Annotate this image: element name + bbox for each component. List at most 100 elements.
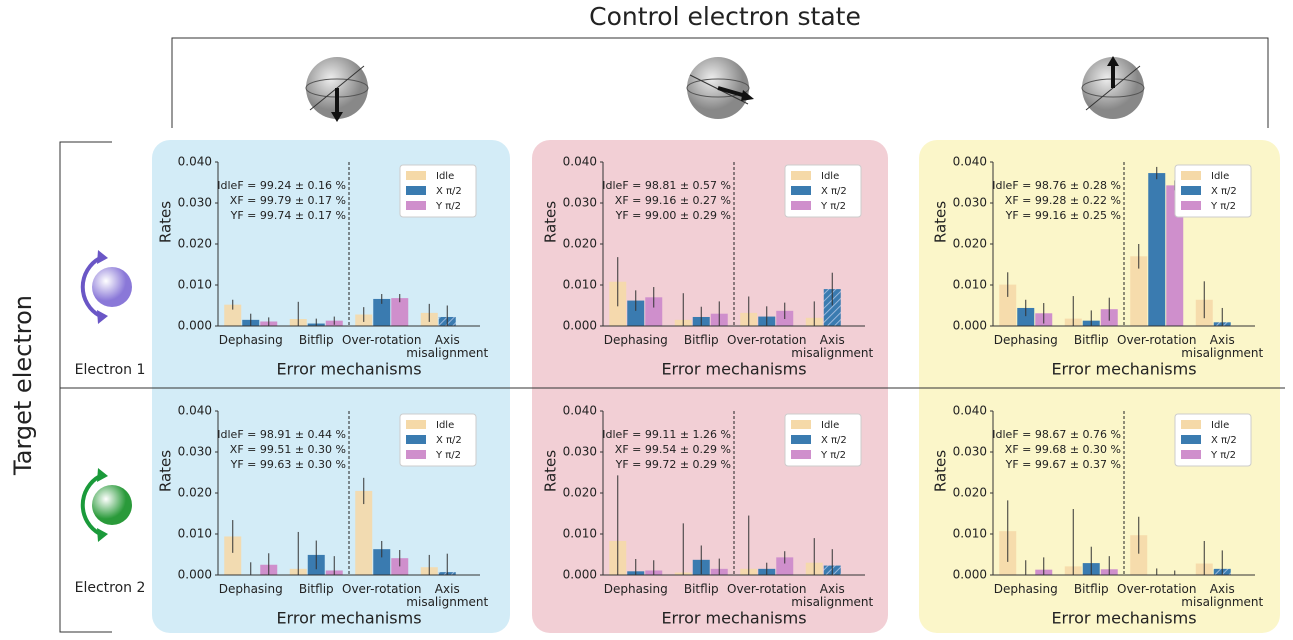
legend-label: X π/2: [821, 435, 847, 446]
bar: [391, 558, 409, 575]
annotation: YF = 99.74 ± 0.17 %: [230, 209, 346, 222]
x-tick-label: Bitflip: [1073, 333, 1109, 347]
annotation: IdleF = 98.81 ± 0.57 %: [602, 179, 731, 192]
x-tick-label: Over-rotation: [342, 333, 422, 347]
legend-swatch: [791, 186, 811, 195]
y-tick-label: 0.040: [178, 404, 212, 418]
annotation: XF = 99.51 ± 0.30 %: [230, 443, 346, 456]
bar: [373, 549, 391, 575]
x-tick-label: Axis misalignment: [406, 333, 489, 360]
x-tick-label: Over-rotation: [1117, 582, 1197, 596]
legend-swatch: [406, 450, 426, 459]
legend-label: Y π/2: [820, 450, 846, 461]
bar: [391, 298, 409, 326]
legend-swatch: [791, 201, 811, 210]
y-tick-label: 0.010: [953, 278, 987, 292]
legend-label: Y π/2: [435, 450, 461, 461]
y-tick-label: 0.010: [563, 278, 597, 292]
x-axis-label: Error mechanisms: [661, 360, 806, 379]
x-tick-label: Axis misalignment: [791, 333, 874, 360]
legend-swatch: [791, 420, 811, 429]
x-tick-label: Axis misalignment: [406, 582, 489, 609]
panel: [919, 140, 1280, 633]
x-tick-label: Dephasing: [993, 333, 1058, 347]
legend-swatch: [1181, 435, 1201, 444]
bar: [373, 298, 391, 326]
x-tick-label: Over-rotation: [727, 333, 807, 347]
legend-swatch: [791, 435, 811, 444]
y-tick-label: 0.020: [178, 237, 212, 251]
legend-swatch: [406, 201, 426, 210]
legend-label: X π/2: [436, 435, 462, 446]
bar: [224, 304, 242, 326]
x-tick-label: Dephasing: [218, 582, 283, 596]
figure-title: Control electron state: [589, 2, 861, 31]
y-tick-label: 0.010: [563, 527, 597, 541]
annotation: YF = 99.72 ± 0.29 %: [615, 458, 731, 471]
y-tick-label: 0.020: [953, 237, 987, 251]
legend-label: Idle: [436, 420, 454, 431]
bar: [645, 297, 663, 326]
y-tick-label: 0.000: [563, 319, 597, 333]
bar: [224, 536, 242, 575]
legend-swatch: [406, 435, 426, 444]
legend-label: Y π/2: [435, 201, 461, 212]
y-tick-label: 0.030: [178, 196, 212, 210]
y-axis-label: Rates: [932, 201, 950, 243]
legend-label: Idle: [436, 171, 454, 182]
x-tick-label: Over-rotation: [727, 582, 807, 596]
x-tick-label: Bitflip: [1073, 582, 1109, 596]
y-tick-label: 0.040: [178, 155, 212, 169]
y-tick-label: 0.010: [178, 527, 212, 541]
bar: [823, 289, 841, 326]
y-axis-label: Rates: [542, 201, 560, 243]
annotation: YF = 99.16 ± 0.25 %: [1005, 209, 1121, 222]
x-tick-label: Bitflip: [683, 582, 719, 596]
bar: [1017, 307, 1035, 326]
y-axis-label: Rates: [157, 201, 175, 243]
bar: [355, 490, 373, 575]
electron-icon: [80, 250, 132, 542]
annotation: YF = 99.67 ± 0.37 %: [1005, 458, 1121, 471]
annotation: YF = 99.00 ± 0.29 %: [615, 209, 731, 222]
annotation: IdleF = 99.24 ± 0.16 %: [217, 179, 346, 192]
legend-swatch: [406, 420, 426, 429]
legend-label: Idle: [1211, 171, 1229, 182]
legend-swatch: [791, 450, 811, 459]
x-tick-label: Over-rotation: [1117, 333, 1197, 347]
legend-swatch: [1181, 420, 1201, 429]
legend-swatch: [1181, 171, 1201, 180]
y-tick-label: 0.030: [178, 445, 212, 459]
y-tick-label: 0.000: [178, 568, 212, 582]
legend-swatch: [1181, 186, 1201, 195]
legend-label: Idle: [821, 171, 839, 182]
annotation: XF = 99.68 ± 0.30 %: [1005, 443, 1121, 456]
x-tick-label: Dephasing: [603, 333, 668, 347]
legend-label: Y π/2: [1210, 201, 1236, 212]
legend-label: Y π/2: [1210, 450, 1236, 461]
x-axis-label: Error mechanisms: [661, 609, 806, 628]
bar: [1148, 173, 1166, 326]
x-axis-label: Error mechanisms: [1051, 360, 1196, 379]
bar: [1130, 256, 1148, 326]
x-axis-label: Error mechanisms: [276, 360, 421, 379]
bar: [776, 557, 794, 575]
annotation: YF = 99.63 ± 0.30 %: [230, 458, 346, 471]
bar: [627, 300, 645, 326]
row-title: Target electron: [9, 295, 37, 476]
bracket: [171, 37, 1269, 128]
x-tick-label: Dephasing: [993, 582, 1058, 596]
bloch-sphere: [305, 56, 1145, 122]
bar: [999, 284, 1017, 326]
bar: [1166, 185, 1184, 326]
x-axis-label: Error mechanisms: [1051, 609, 1196, 628]
y-tick-label: 0.000: [178, 319, 212, 333]
y-axis-label: Rates: [932, 450, 950, 492]
annotation: IdleF = 98.67 ± 0.76 %: [992, 428, 1121, 441]
annotation: XF = 99.16 ± 0.27 %: [615, 194, 731, 207]
legend-label: X π/2: [1211, 435, 1237, 446]
bar: [1130, 535, 1148, 575]
bracket: [59, 141, 112, 633]
row-label: Electron 1: [75, 362, 146, 378]
y-tick-label: 0.010: [178, 278, 212, 292]
